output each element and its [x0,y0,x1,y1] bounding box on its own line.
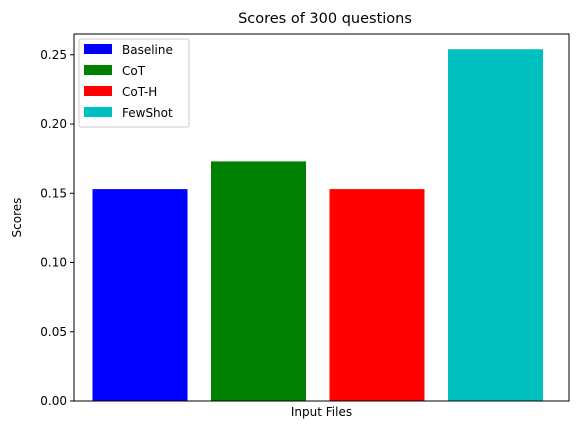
y-tick-label: 0.10 [40,256,67,270]
y-axis-label: Scores [10,198,24,238]
bar-baseline [92,189,188,401]
y-axis-ticks: 0.00 0.05 0.10 0.15 0.20 0.25 [40,48,74,408]
legend-label: Baseline [122,43,173,57]
legend-label: CoT-H [122,85,157,99]
bar-cot [211,161,306,401]
legend: Baseline CoT CoT-H FewShot [78,38,190,128]
plot-frame [73,33,570,402]
y-tick-label: 0.20 [40,117,67,131]
bars [92,49,543,402]
legend-swatch [84,86,112,96]
legend-box [78,38,190,128]
bar-fewshot [448,49,543,402]
x-axis-label: Input Files [291,405,352,419]
y-tick-label: 0.15 [40,186,67,200]
y-tick-label: 0.05 [40,325,67,339]
bar-cot-h [329,189,425,401]
chart-title: Scores of 300 questions [238,11,412,27]
legend-swatch [84,107,112,117]
legend-label: FewShot [122,106,173,120]
legend-swatch [84,65,112,75]
legend-swatch [84,44,112,54]
y-tick-label: 0.25 [40,48,67,62]
legend-label: CoT [122,64,146,78]
y-tick-label: 0.00 [40,394,67,408]
